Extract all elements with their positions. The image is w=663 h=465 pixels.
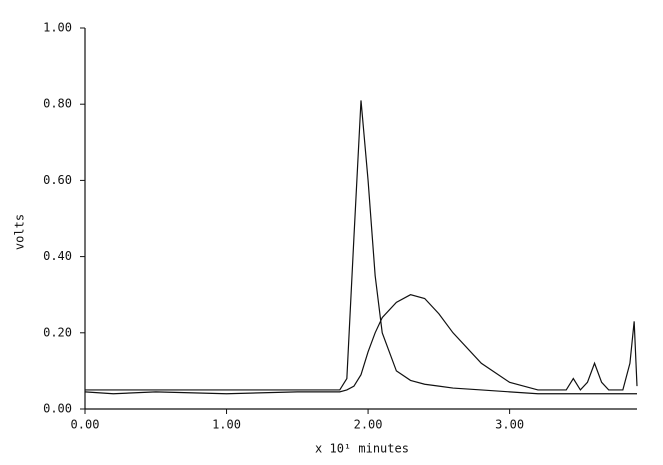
y-tick-label: 0.00: [43, 402, 72, 416]
y-tick-label: 0.60: [43, 173, 72, 187]
x-tick-label: 0.00: [71, 418, 100, 432]
y-tick-label: 1.00: [43, 21, 72, 35]
x-tick-label: 2.00: [354, 418, 383, 432]
x-tick-label: 3.00: [495, 418, 524, 432]
x-axis-label: x 10¹ minutes: [315, 442, 409, 456]
y-tick-label: 0.40: [43, 249, 72, 263]
trace-line: [84, 294, 638, 395]
y-tick-label: 0.20: [43, 325, 72, 339]
y-axis-label: volts: [13, 214, 27, 250]
x-tick-label: 1.00: [212, 418, 241, 432]
trace-line: [85, 100, 637, 395]
y-tick-label: 0.80: [43, 97, 72, 111]
